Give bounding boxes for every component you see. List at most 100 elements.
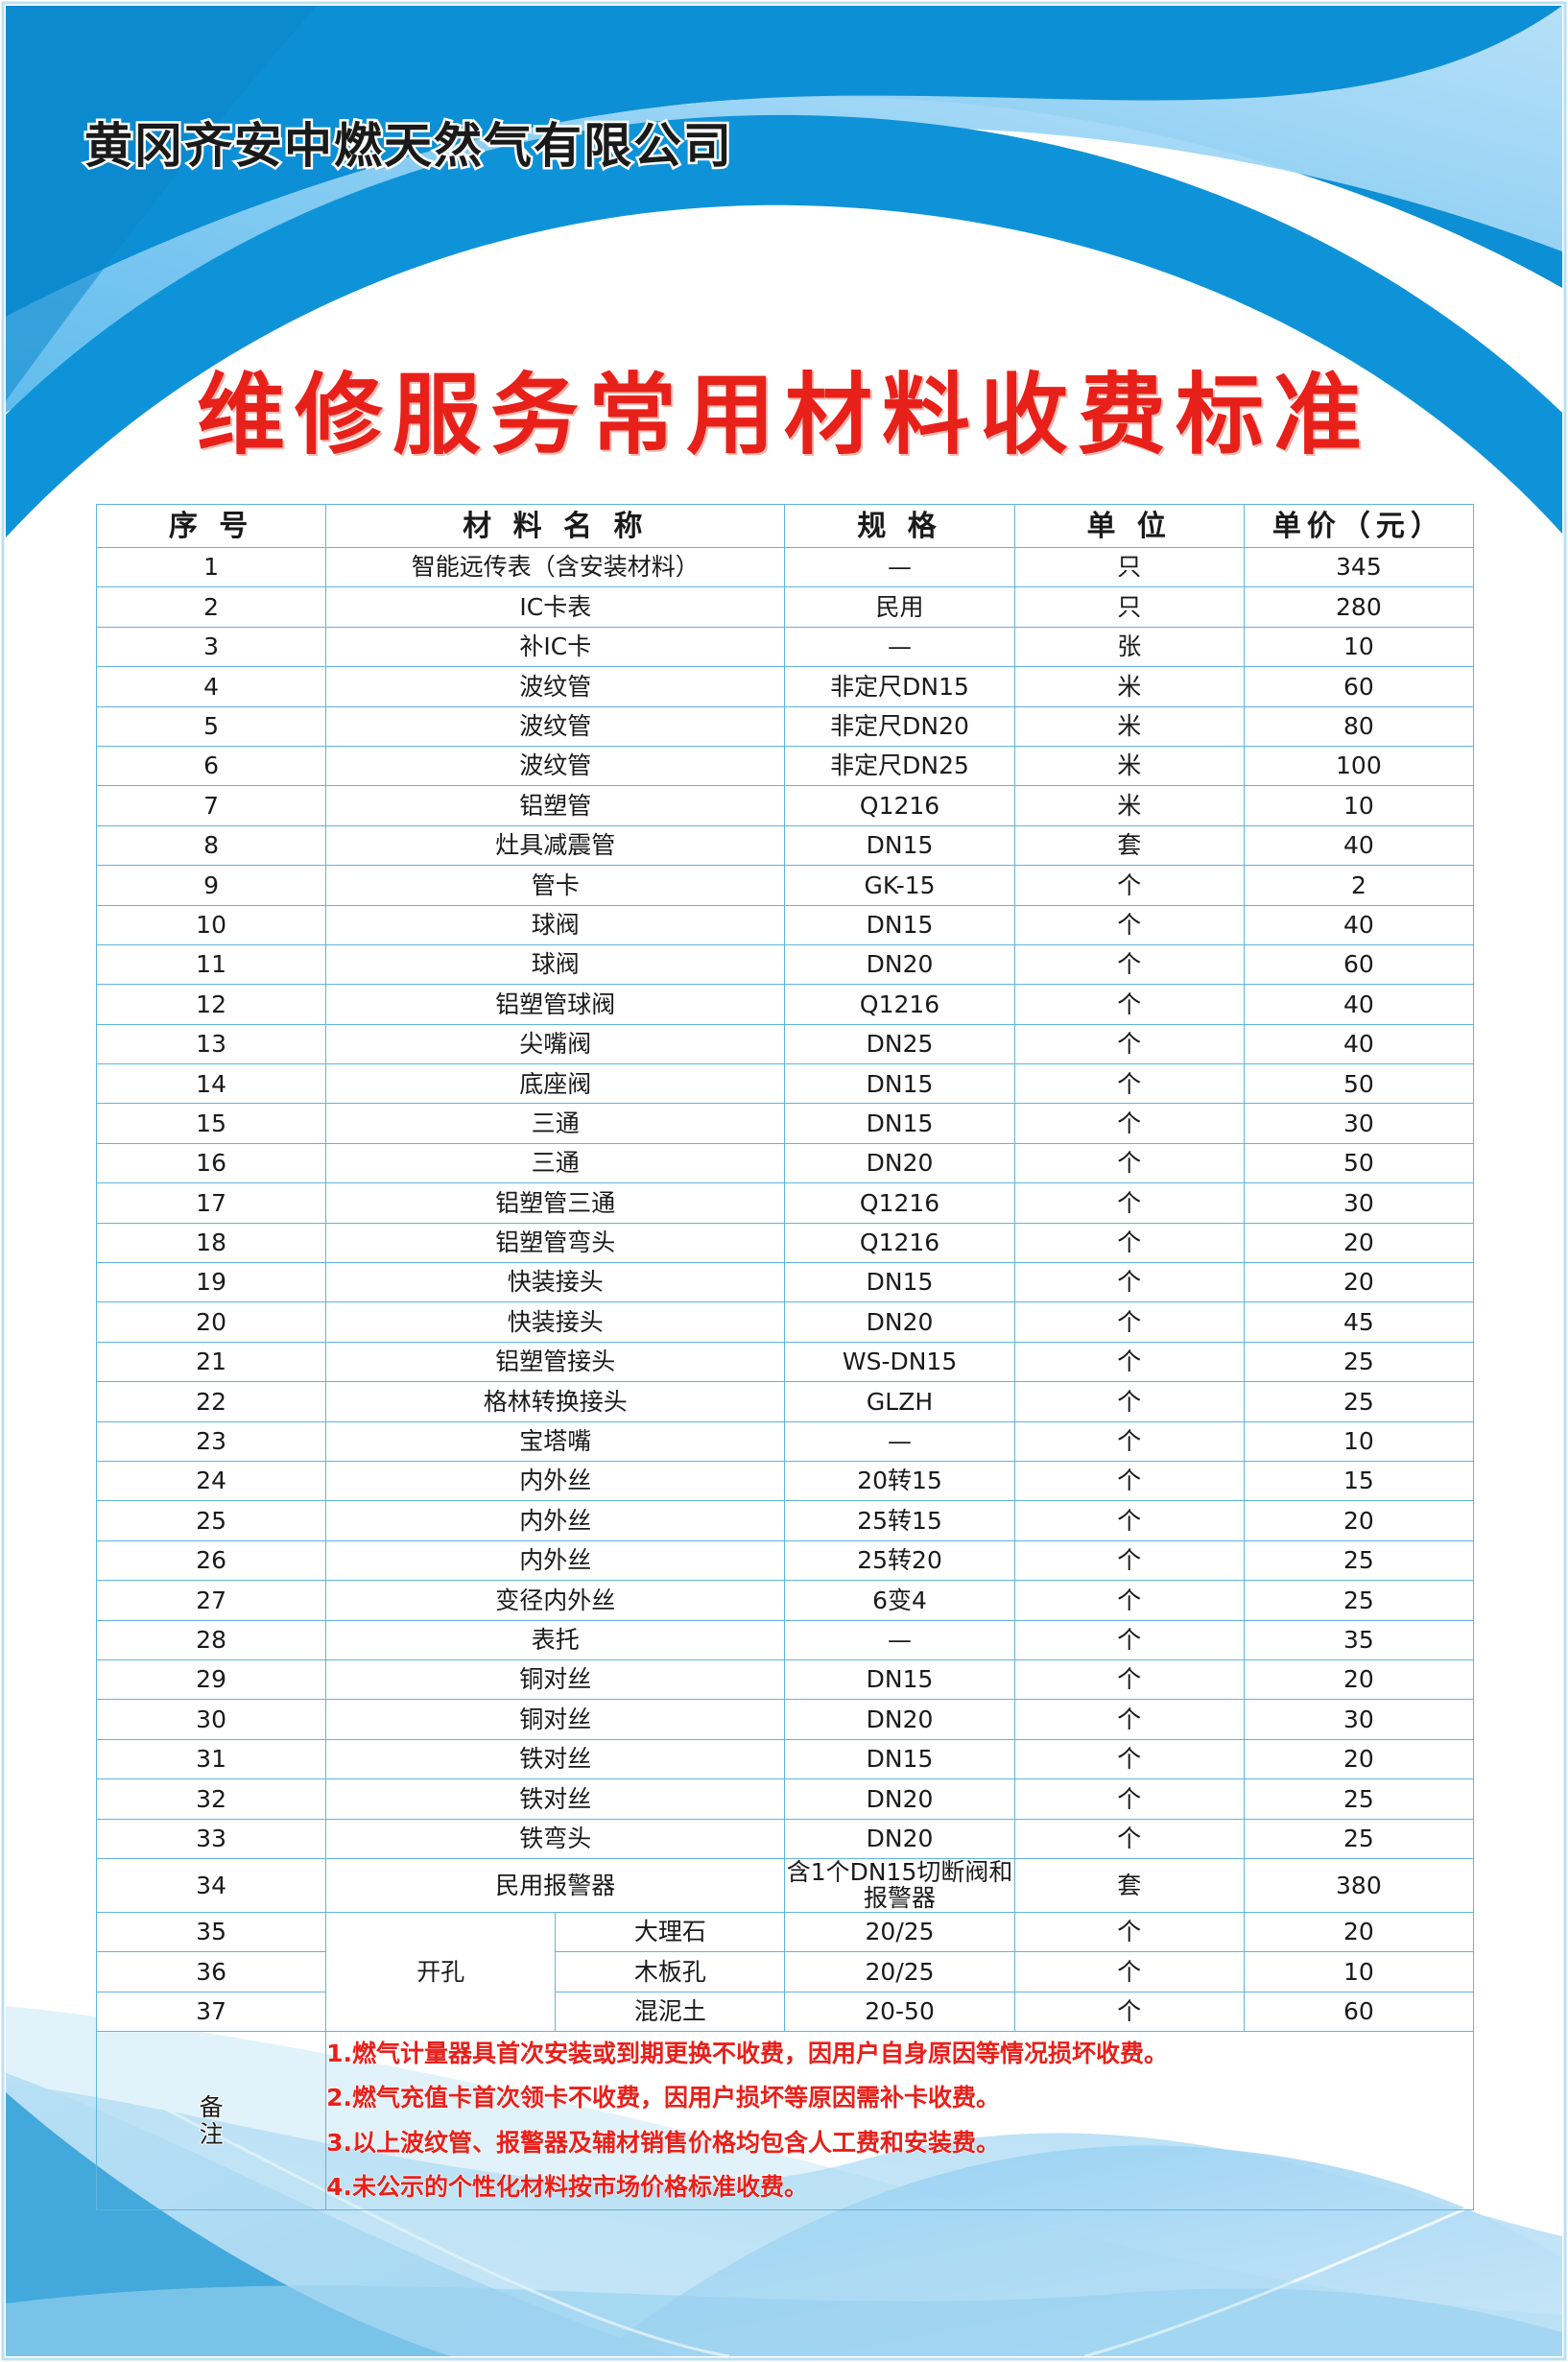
cell-no: 14 [95, 1063, 327, 1105]
cell-unit: 个 [1013, 1262, 1245, 1303]
cell-spec: GK-15 [784, 865, 1015, 906]
cell-no: 11 [95, 943, 327, 986]
cell-price: 20 [1243, 1911, 1475, 1953]
cell-no: 37 [95, 1991, 327, 2033]
table-row: 10 球阀 DN15 个 40 [95, 904, 1475, 945]
cell-price: 30 [1243, 1103, 1475, 1144]
cell-spec: GLZH [784, 1381, 1015, 1422]
cell-unit: 个 [1013, 1381, 1245, 1422]
company-name: 黄冈齐安中燃天然气有限公司 [83, 116, 734, 177]
cell-name: 球阀 [325, 904, 786, 945]
cell-unit: 个 [1013, 904, 1245, 945]
table-row: 31 铁对丝 DN15 个 20 [95, 1738, 1475, 1780]
cell-name: 波纹管 [325, 666, 786, 707]
cell-spec: Q1216 [784, 1182, 1015, 1224]
cell-price: 60 [1243, 666, 1475, 707]
cell-no: 13 [95, 1023, 327, 1065]
cell-spec: DN15 [784, 1103, 1015, 1144]
price-table-container: 序 号 材 料 名 称 规 格 单 位 单价（元） 1 智能远传表（含安装材料） —… [95, 504, 1475, 2211]
table-row: 5 波纹管 非定尺DN20 米 80 [95, 705, 1475, 747]
table-row: 1 智能远传表（含安装材料） — 只 345 [95, 546, 1475, 588]
cell-spec: WS-DN15 [784, 1341, 1015, 1383]
table-row: 12 铝塑管球阀 Q1216 个 40 [95, 984, 1475, 1025]
cell-unit: 个 [1013, 1539, 1245, 1582]
table-row: 14 底座阀 DN15 个 50 [95, 1063, 1475, 1105]
cell-name: 大理石 [555, 1911, 786, 1953]
cell-price: 100 [1243, 745, 1475, 787]
cell-unit: 个 [1013, 1951, 1245, 1992]
cell-unit: 个 [1013, 1142, 1245, 1184]
cell-price: 20 [1243, 1262, 1475, 1303]
cell-spec: 25转20 [784, 1539, 1015, 1582]
cell-spec: DN20 [784, 1778, 1015, 1820]
cell-spec: DN20 [784, 1301, 1015, 1343]
cell-unit: 个 [1013, 1023, 1245, 1065]
cell-unit: 个 [1013, 1500, 1245, 1541]
table-row: 8 灶具减震管 DN15 套 40 [95, 824, 1475, 867]
cell-unit: 个 [1013, 1182, 1245, 1224]
cell-no: 20 [95, 1301, 327, 1343]
cell-spec: DN15 [784, 824, 1015, 867]
cell-unit: 个 [1013, 1341, 1245, 1383]
column-header-name: 材 料 名 称 [325, 504, 786, 548]
cell-name: IC卡表 [325, 586, 786, 628]
cell-no: 3 [95, 626, 327, 668]
price-table: 序 号 材 料 名 称 规 格 单 位 单价（元） 1 智能远传表（含安装材料） —… [95, 504, 1475, 2211]
cell-name: 波纹管 [325, 745, 786, 787]
cell-price: 2 [1243, 865, 1475, 906]
cell-no: 22 [95, 1381, 327, 1422]
cell-name: 铁弯头 [325, 1818, 786, 1859]
cell-name: 智能远传表（含安装材料） [325, 546, 786, 588]
table-row: 25 内外丝 25转15 个 20 [95, 1500, 1475, 1541]
table-row: 7 铝塑管 Q1216 米 10 [95, 785, 1475, 826]
cell-no: 10 [95, 904, 327, 945]
table-row: 32 铁对丝 DN20 个 25 [95, 1778, 1475, 1820]
cell-price: 25 [1243, 1818, 1475, 1859]
cell-name: 铁对丝 [325, 1778, 786, 1820]
cell-unit: 个 [1013, 1063, 1245, 1105]
cell-name: 铝塑管接头 [325, 1341, 786, 1383]
cell-name: 铝塑管弯头 [325, 1222, 786, 1264]
column-header-no: 序 号 [95, 504, 327, 548]
table-row: 3 补IC卡 — 张 10 [95, 626, 1475, 668]
cell-unit: 个 [1013, 1460, 1245, 1502]
cell-spec: DN20 [784, 943, 1015, 986]
table-row: 15 三通 DN15 个 30 [95, 1103, 1475, 1144]
cell-name: 铁对丝 [325, 1738, 786, 1780]
cell-unit: 米 [1013, 745, 1245, 787]
cell-no: 2 [95, 586, 327, 628]
cell-spec: 非定尺DN20 [784, 705, 1015, 747]
cell-name: 混泥土 [555, 1991, 786, 2033]
cell-no: 19 [95, 1262, 327, 1303]
cell-spec: Q1216 [784, 785, 1015, 826]
page-title: 维修服务常用材料收费标准 [196, 364, 1371, 466]
cell-name: 尖嘴阀 [325, 1023, 786, 1065]
cell-price: 40 [1243, 1023, 1475, 1065]
cell-name: 铝塑管 [325, 785, 786, 826]
cell-name: 快装接头 [325, 1262, 786, 1303]
cell-no: 17 [95, 1182, 327, 1224]
cell-unit: 个 [1013, 1619, 1245, 1660]
cell-no: 32 [95, 1778, 327, 1820]
table-row: 6 波纹管 非定尺DN25 米 100 [95, 745, 1475, 787]
cell-spec: DN15 [784, 1658, 1015, 1701]
table-row: 4 波纹管 非定尺DN15 米 60 [95, 666, 1475, 707]
cell-no: 30 [95, 1699, 327, 1740]
cell-no: 15 [95, 1103, 327, 1144]
cell-spec: 民用 [784, 586, 1015, 628]
cell-no: 27 [95, 1580, 327, 1621]
cell-spec: Q1216 [784, 984, 1015, 1025]
cell-name: 民用报警器 [325, 1857, 786, 1913]
table-row: 36 木板孔 20/25 个 10 [95, 1951, 1475, 1992]
remark-label-char: 备 [199, 2093, 225, 2122]
cell-unit: 个 [1013, 865, 1245, 906]
cell-unit: 个 [1013, 1778, 1245, 1820]
table-row: 35 开孔 大理石 20/25 个 20 [95, 1911, 1475, 2033]
cell-price: 345 [1243, 546, 1475, 588]
table-row: 16 三通 DN20 个 50 [95, 1142, 1475, 1184]
cell-unit: 个 [1013, 1103, 1245, 1144]
cell-no: 1 [95, 546, 327, 588]
cell-no: 25 [95, 1500, 327, 1541]
cell-spec: DN15 [784, 1262, 1015, 1303]
cell-no: 26 [95, 1539, 327, 1582]
